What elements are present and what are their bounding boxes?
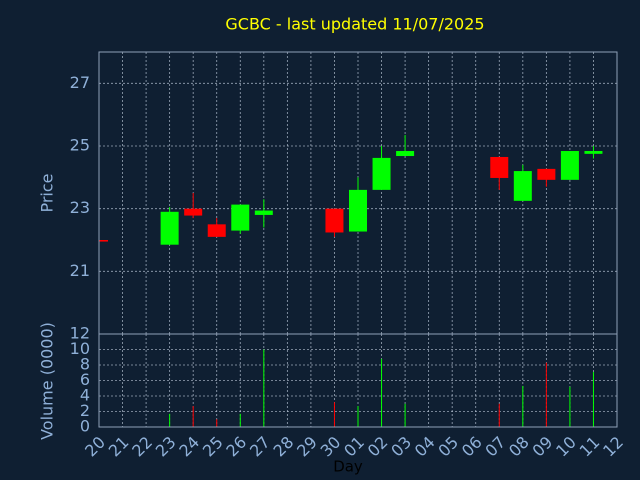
candle-body xyxy=(231,204,250,231)
volume-bar xyxy=(333,402,335,427)
volume-tick-label: 4 xyxy=(80,386,90,405)
y-tick-label: 21 xyxy=(70,261,90,280)
candle-body xyxy=(254,210,273,215)
candle-body xyxy=(325,208,344,233)
volume-frame xyxy=(98,333,618,428)
y-axis-label: Price xyxy=(38,173,57,212)
chart-title: GCBC - last updated 11/07/2025 xyxy=(225,15,484,34)
volume-tick-label: 8 xyxy=(80,355,90,374)
volume-axis-label: Volume (0000) xyxy=(38,322,57,440)
volume-bar xyxy=(545,362,547,427)
candle-body xyxy=(99,240,108,242)
x-axis-label: Day xyxy=(333,458,363,476)
y-tick-label: 23 xyxy=(70,198,90,217)
volume-bar xyxy=(592,371,594,427)
volume-bar xyxy=(569,386,571,427)
candle-body xyxy=(372,157,391,190)
volume-bar xyxy=(239,413,241,427)
candle-body xyxy=(396,151,415,157)
volume-bars xyxy=(169,349,594,427)
volume-tick-label: 10 xyxy=(70,339,90,358)
candle-body xyxy=(160,211,179,245)
candle-body xyxy=(349,189,367,232)
volume-tick-label: 0 xyxy=(80,417,90,436)
candles xyxy=(99,135,603,245)
candle-body xyxy=(490,156,509,178)
volume-bar xyxy=(404,403,406,427)
volume-bar xyxy=(192,406,194,427)
volume-tick-label: 12 xyxy=(70,324,90,343)
volume-bar xyxy=(522,385,524,427)
candle-body xyxy=(584,151,603,154)
y-tick-label: 25 xyxy=(70,136,90,155)
volume-tick-label: 6 xyxy=(80,370,90,389)
volume-bar xyxy=(263,349,265,427)
candle-body xyxy=(560,151,579,180)
volume-bar xyxy=(381,358,383,427)
volume-bar xyxy=(216,419,218,427)
volume-bar xyxy=(498,403,500,427)
volume-tick-label: 2 xyxy=(80,401,90,420)
candle-body xyxy=(537,168,556,180)
candle-body xyxy=(184,208,203,216)
volume-bar xyxy=(357,406,359,427)
candle-body xyxy=(207,224,226,237)
candle-body xyxy=(513,171,532,201)
y-tick-label: 27 xyxy=(70,73,90,92)
volume-bar xyxy=(169,413,171,427)
